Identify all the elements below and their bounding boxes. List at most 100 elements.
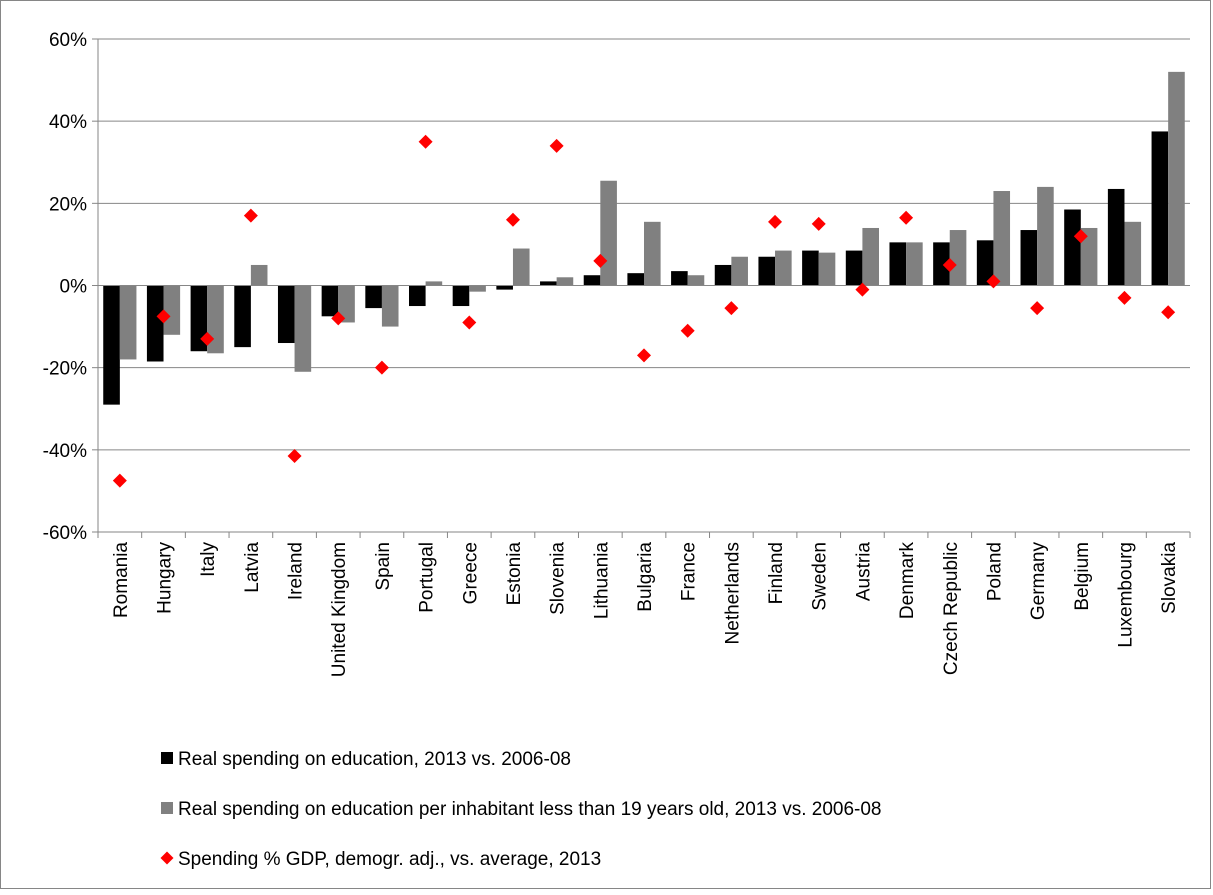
bar [802, 250, 819, 286]
bar [1124, 221, 1142, 286]
x-tick-label: Slovakia [1159, 542, 1180, 614]
y-tick-label: 60% [49, 30, 87, 51]
marker-point [331, 311, 346, 326]
legend-label: Real spending on education, 2013 vs. 200… [178, 749, 571, 770]
marker-point [243, 208, 258, 223]
x-tick-label: Netherlands [722, 542, 743, 644]
bar [976, 240, 994, 286]
x-tick-label: Slovenia [548, 542, 569, 615]
marker-point [505, 212, 520, 227]
y-tick-label: -40% [43, 441, 87, 462]
bar [993, 191, 1011, 286]
legend-label: Real spending on education per inhabitan… [178, 799, 882, 820]
zero-axis [97, 285, 1191, 538]
bar [409, 285, 426, 307]
bar [338, 285, 355, 323]
marker-point [287, 448, 302, 463]
marker-point [1117, 290, 1132, 305]
bar [906, 242, 923, 286]
bar [294, 285, 312, 372]
y-tick-label: -60% [43, 523, 87, 544]
marker-point [899, 210, 914, 225]
marker-point [418, 134, 433, 149]
bar [758, 256, 776, 286]
marker-point [549, 138, 564, 153]
x-tick-label: Spain [373, 542, 394, 591]
bar [425, 281, 443, 286]
marker-point [855, 282, 870, 297]
y-tick-label: 0% [60, 277, 88, 298]
bar [818, 252, 836, 286]
bar [775, 250, 792, 286]
marker-point [1161, 305, 1176, 320]
bar [321, 285, 339, 317]
y-axis: -60% -40% -20% 0% 20% 40% 60% [43, 30, 99, 544]
x-tick-label: Lithuania [591, 542, 612, 620]
x-tick-label: Sweden [810, 542, 831, 611]
bar [452, 285, 470, 307]
bar [190, 285, 208, 352]
marker-point [1073, 229, 1088, 244]
bar [714, 264, 732, 286]
bar [949, 230, 967, 286]
legend-swatch [161, 752, 173, 764]
x-tick-label: Austria [853, 542, 874, 602]
x-tick-label: Finland [766, 542, 787, 604]
bar [469, 285, 486, 292]
bar [731, 256, 748, 286]
legend-swatch [161, 802, 173, 814]
bar [103, 285, 120, 405]
bar [600, 180, 617, 286]
bar [889, 242, 907, 286]
marker-point [1030, 301, 1045, 316]
markers [112, 134, 1176, 488]
bar [381, 285, 399, 327]
marker-point [680, 323, 695, 338]
bar [933, 242, 950, 286]
x-tick-label: Germany [1028, 542, 1049, 621]
marker-point [462, 315, 477, 330]
x-tick-label: Bulgaria [635, 542, 656, 612]
legend-swatch [160, 851, 174, 865]
x-tick-label: Romania [111, 542, 132, 618]
x-tick-label: Czech Republic [941, 542, 962, 675]
x-tick-label: Greece [460, 542, 481, 604]
bar [365, 285, 382, 309]
bar [250, 264, 268, 286]
x-tick-label: Poland [984, 542, 1005, 601]
bar [845, 250, 863, 286]
y-tick-label: 40% [49, 112, 87, 133]
bar [540, 281, 557, 286]
bar [687, 275, 705, 286]
x-tick-label: Luxembourg [1115, 542, 1136, 648]
x-tick-label: Denmark [897, 542, 918, 620]
x-tick-label: France [679, 542, 700, 601]
y-tick-label: -20% [43, 359, 87, 380]
legend: Real spending on education, 2013 vs. 200… [160, 749, 882, 870]
legend-label: Spending % GDP, demogr. adj., vs. averag… [178, 849, 601, 870]
y-tick-label: 20% [49, 194, 87, 215]
bar [583, 275, 601, 286]
bar [1080, 227, 1098, 286]
marker-point [374, 360, 389, 375]
marker-point [200, 331, 215, 346]
bar [627, 273, 644, 286]
x-tick-label: Portugal [417, 542, 438, 613]
x-tick-label: Hungary [155, 542, 176, 614]
marker-point [811, 216, 826, 231]
bar [556, 277, 574, 286]
marker-point [156, 309, 171, 324]
marker-point [637, 348, 651, 363]
bar [163, 285, 181, 335]
x-axis-labels: Romania Hungary Italy Latvia Ireland United K… [111, 542, 1180, 678]
bar [146, 285, 164, 362]
bar [496, 285, 513, 290]
bar [1151, 131, 1169, 286]
bar [1020, 230, 1038, 286]
bar [644, 221, 661, 286]
marker-point [593, 253, 608, 268]
bar [671, 271, 688, 286]
bar [1107, 188, 1125, 286]
marker-point [768, 214, 783, 229]
